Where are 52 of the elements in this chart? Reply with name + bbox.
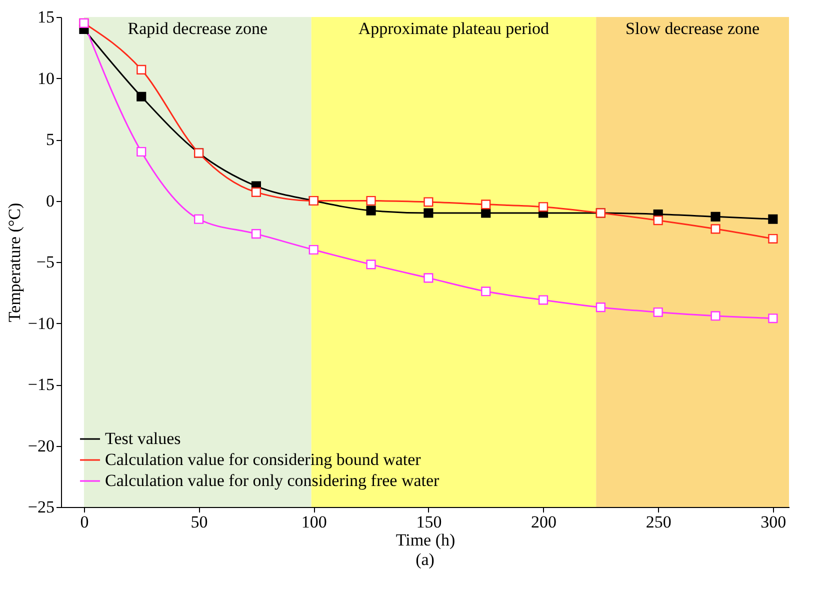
point — [538, 202, 548, 212]
point — [768, 234, 778, 244]
y-tick-label: −15 — [28, 375, 54, 394]
x-tick-label: 150 — [416, 512, 442, 532]
x-tick-label: 250 — [646, 512, 672, 532]
point — [136, 64, 146, 74]
y-tick-label: −25 — [28, 498, 54, 516]
point — [710, 224, 720, 234]
y-tick-label: 15 — [38, 8, 54, 26]
band-label: Approximate plateau period — [358, 19, 550, 38]
point — [194, 214, 204, 224]
y-axis-title: Temperature (°C) — [4, 202, 24, 322]
point — [596, 302, 606, 312]
point — [653, 307, 663, 318]
point — [366, 206, 376, 216]
point — [481, 286, 491, 296]
x-tick-label: 50 — [190, 512, 208, 532]
y-tick-label: 5 — [46, 130, 54, 149]
x-axis-title: Time (h) — [396, 530, 456, 550]
band-label: Rapid decrease zone — [128, 19, 268, 38]
point — [710, 212, 720, 222]
x-tick-label: 100 — [301, 512, 327, 532]
point — [366, 260, 376, 270]
y-tick-label: −10 — [28, 314, 54, 333]
y-tick-label: 0 — [46, 191, 54, 210]
point — [481, 200, 491, 210]
point — [424, 273, 434, 283]
point — [366, 196, 376, 206]
point — [251, 229, 261, 239]
point — [768, 214, 778, 224]
point — [424, 208, 434, 218]
y-tick-label: −20 — [28, 436, 54, 456]
point — [136, 146, 146, 157]
point — [308, 244, 318, 255]
x-tick-label: 0 — [80, 512, 89, 532]
x-tick-label: 300 — [760, 512, 786, 532]
point — [768, 314, 778, 324]
band-label: Slow decrease zone — [626, 19, 760, 38]
y-tick-label: −5 — [36, 252, 54, 272]
legend-label: Calculation value for only considering free water — [105, 471, 440, 490]
text: (a) — [416, 550, 434, 569]
point — [710, 311, 720, 321]
point — [481, 208, 491, 218]
point — [251, 187, 261, 197]
legend-label: Calculation value for considering bound water — [105, 450, 422, 469]
point — [424, 197, 434, 207]
point — [538, 295, 548, 305]
y-tick-label: 10 — [38, 68, 54, 88]
legend-label: Test values — [105, 429, 181, 448]
x-tick-label: 200 — [531, 512, 557, 532]
point — [136, 92, 146, 102]
point — [653, 216, 663, 226]
